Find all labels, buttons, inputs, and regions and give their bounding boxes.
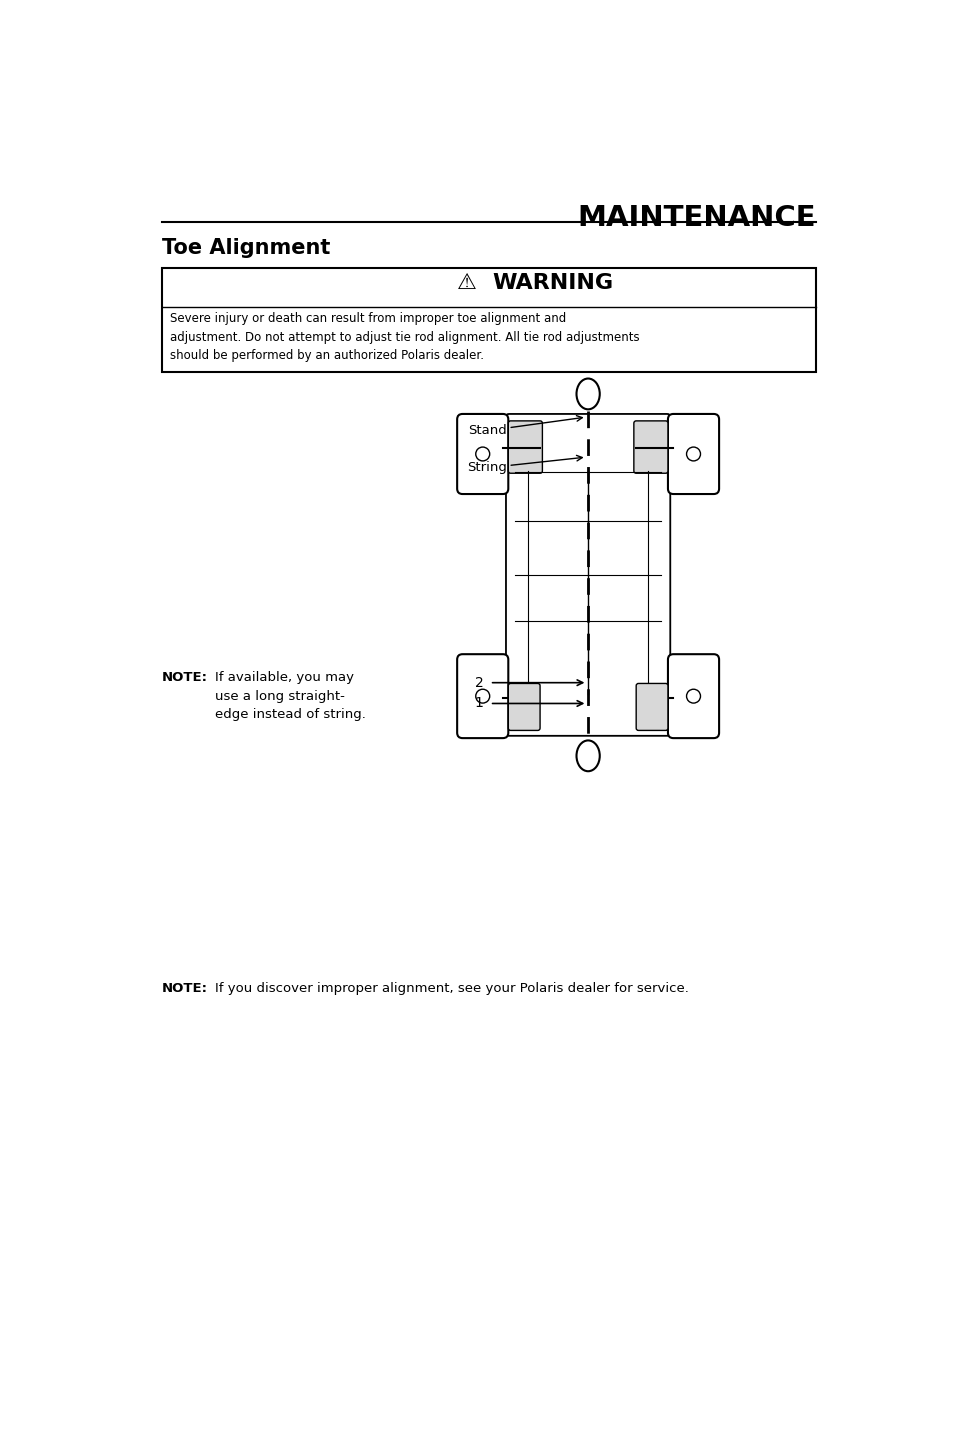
Text: should be performed by an authorized Polaris dealer.: should be performed by an authorized Pol… [170,349,483,362]
Text: 1: 1 [475,696,483,711]
Ellipse shape [476,446,489,461]
Ellipse shape [576,378,599,410]
FancyBboxPatch shape [456,654,508,739]
Text: NOTE:: NOTE: [162,672,208,685]
Text: If you discover improper alignment, see your Polaris dealer for service.: If you discover improper alignment, see … [214,983,688,995]
FancyBboxPatch shape [633,420,667,473]
Ellipse shape [686,446,700,461]
Text: ⚠: ⚠ [456,273,476,294]
Text: NOTE:: NOTE: [162,983,208,995]
Ellipse shape [476,689,489,704]
FancyBboxPatch shape [456,414,508,494]
FancyBboxPatch shape [667,414,719,494]
Text: adjustment. Do not attempt to adjust tie rod alignment. All tie rod adjustments: adjustment. Do not attempt to adjust tie… [170,332,639,343]
Ellipse shape [686,689,700,704]
Text: Severe injury or death can result from improper toe alignment and: Severe injury or death can result from i… [170,313,565,326]
FancyBboxPatch shape [508,683,539,730]
Text: Stand: Stand [468,423,506,436]
FancyBboxPatch shape [667,654,719,739]
Text: WARNING: WARNING [493,273,614,294]
FancyBboxPatch shape [505,414,670,736]
Bar [162,269,815,372]
Text: MAINTENANCE: MAINTENANCE [577,204,815,231]
Text: String: String [466,461,506,474]
Text: 2: 2 [475,676,483,689]
Ellipse shape [576,740,599,771]
FancyBboxPatch shape [636,683,667,730]
FancyBboxPatch shape [508,420,542,473]
Text: If available, you may
use a long straight-
edge instead of string.: If available, you may use a long straigh… [214,672,365,721]
Text: Toe Alignment: Toe Alignment [162,237,330,257]
